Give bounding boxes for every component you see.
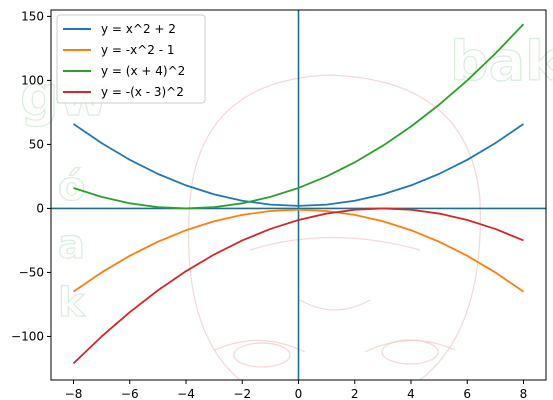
legend-label-4: y = -(x - 3)^2 (101, 85, 184, 99)
y-tick-label: 100 (21, 73, 44, 87)
x-tick-label: −8 (65, 387, 83, 400)
reference-lines (51, 10, 546, 380)
y-tick-label: 0 (36, 201, 44, 215)
y-axis: −100 −50 0 50 100 150 (11, 9, 51, 343)
x-tick-label: −4 (177, 387, 195, 400)
x-tick-label: −6 (121, 387, 139, 400)
series-line-4 (72, 207, 524, 365)
series-lines (72, 23, 525, 365)
series-line-1 (72, 123, 525, 207)
y-tick-label: −50 (19, 265, 44, 279)
series-line-2 (72, 208, 525, 293)
legend-box (56, 14, 206, 104)
y-tick-label: 150 (21, 9, 44, 23)
x-tick-label: 4 (407, 387, 415, 400)
legend-label-3: y = (x + 4)^2 (101, 64, 185, 78)
legend-label-2: y = -x^2 - 1 (101, 43, 175, 57)
legend: y = x^2 + 2 y = -x^2 - 1 y = (x + 4)^2 y = … (56, 14, 206, 104)
y-tick-label: −100 (11, 329, 44, 343)
y-tick-label: 50 (29, 137, 44, 151)
x-tick-label: 0 (295, 387, 303, 400)
legend-label-1: y = x^2 + 2 (101, 22, 176, 36)
x-tick-label: 2 (351, 387, 359, 400)
x-tick-label: 6 (463, 387, 471, 400)
x-tick-label: −2 (233, 387, 251, 400)
x-tick-label: 8 (520, 387, 528, 400)
x-axis: −8 −6 −4 −2 0 2 4 6 8 (65, 380, 528, 400)
series-line-3 (73, 23, 525, 210)
